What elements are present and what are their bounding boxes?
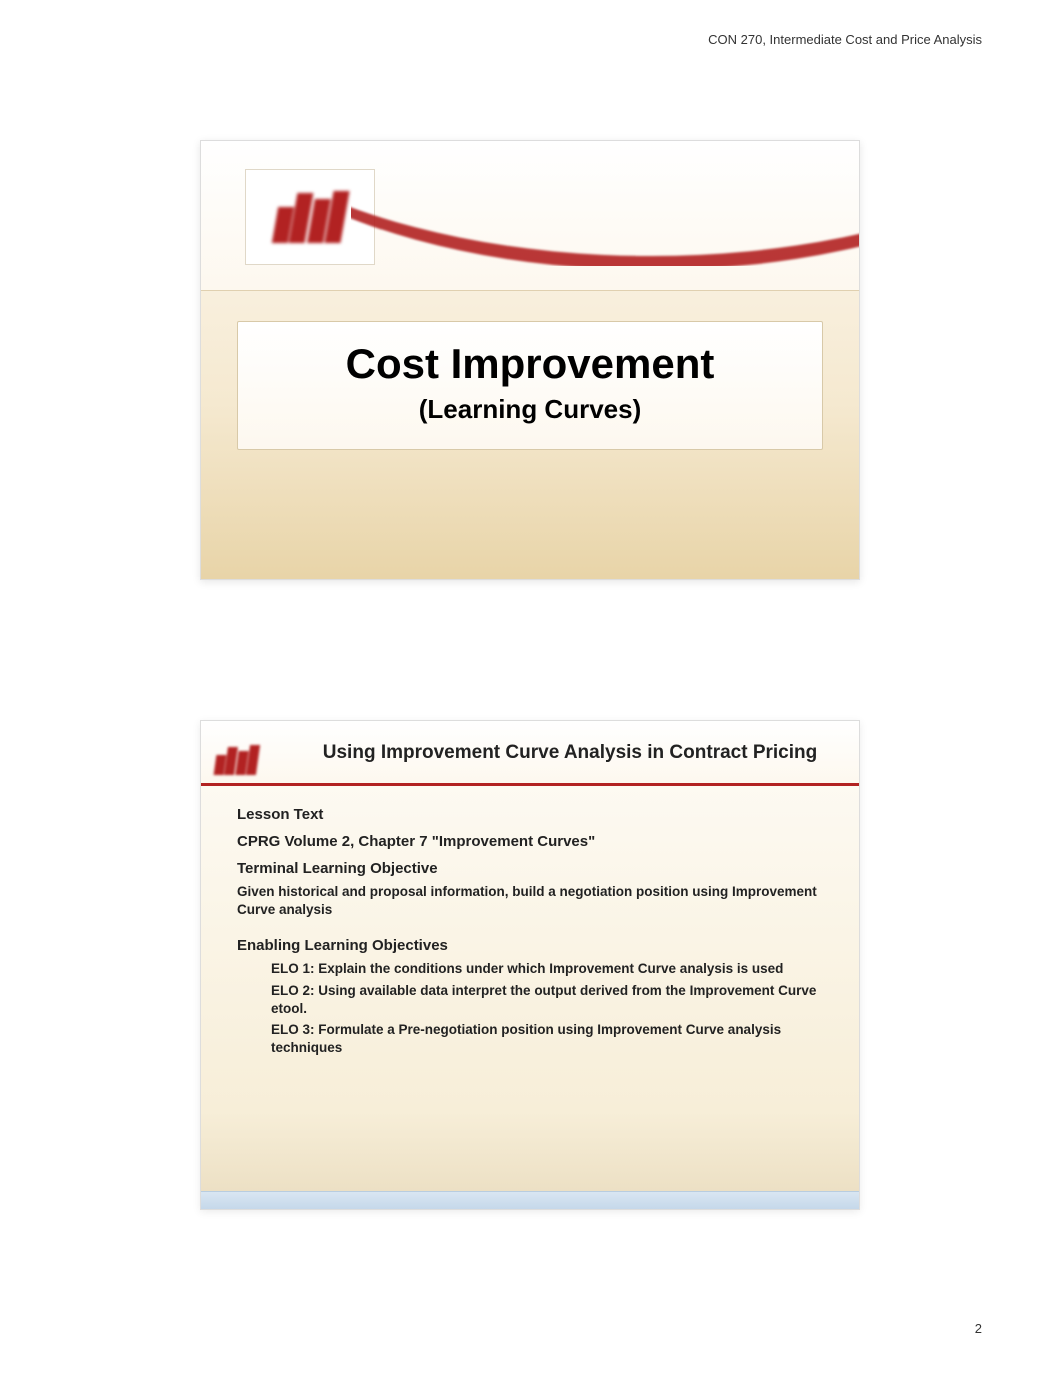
slide-2-footer-bar (201, 1191, 859, 1209)
page-number: 2 (975, 1321, 982, 1336)
slide-2: Using Improvement Curve Analysis in Cont… (200, 720, 860, 1210)
elo-label: Enabling Learning Objectives (237, 937, 823, 954)
tlo-text: Given historical and proposal informatio… (237, 883, 823, 919)
logo-bars-icon (275, 191, 345, 243)
cprg-line: CPRG Volume 2, Chapter 7 "Improvement Cu… (237, 833, 823, 850)
lesson-text-label: Lesson Text (237, 806, 823, 823)
elo-item: ELO 2: Using available data interpret th… (271, 982, 823, 1018)
slide-1-subtitle: (Learning Curves) (258, 394, 802, 425)
slide-2-title: Using Improvement Curve Analysis in Cont… (305, 741, 835, 766)
elo-block: Enabling Learning Objectives ELO 1: Expl… (237, 937, 823, 1057)
swoosh-icon (351, 196, 860, 266)
dau-logo-large (245, 169, 375, 265)
slide-2-body: Lesson Text CPRG Volume 2, Chapter 7 "Im… (201, 786, 859, 1078)
slide-1-title: Cost Improvement (258, 340, 802, 388)
elo-item: ELO 3: Formulate a Pre-negotiation posit… (271, 1021, 823, 1057)
tlo-label: Terminal Learning Objective (237, 860, 823, 877)
slide-1-top-band (201, 141, 859, 291)
elo-item: ELO 1: Explain the conditions under whic… (271, 960, 823, 978)
slide-1: Cost Improvement (Learning Curves) (200, 140, 860, 580)
slide-1-title-box: Cost Improvement (Learning Curves) (237, 321, 823, 450)
elo-list: ELO 1: Explain the conditions under whic… (237, 960, 823, 1057)
page-header: CON 270, Intermediate Cost and Price Ana… (708, 32, 982, 47)
slide-2-header: Using Improvement Curve Analysis in Cont… (201, 721, 859, 786)
dau-logo-small (215, 731, 285, 775)
